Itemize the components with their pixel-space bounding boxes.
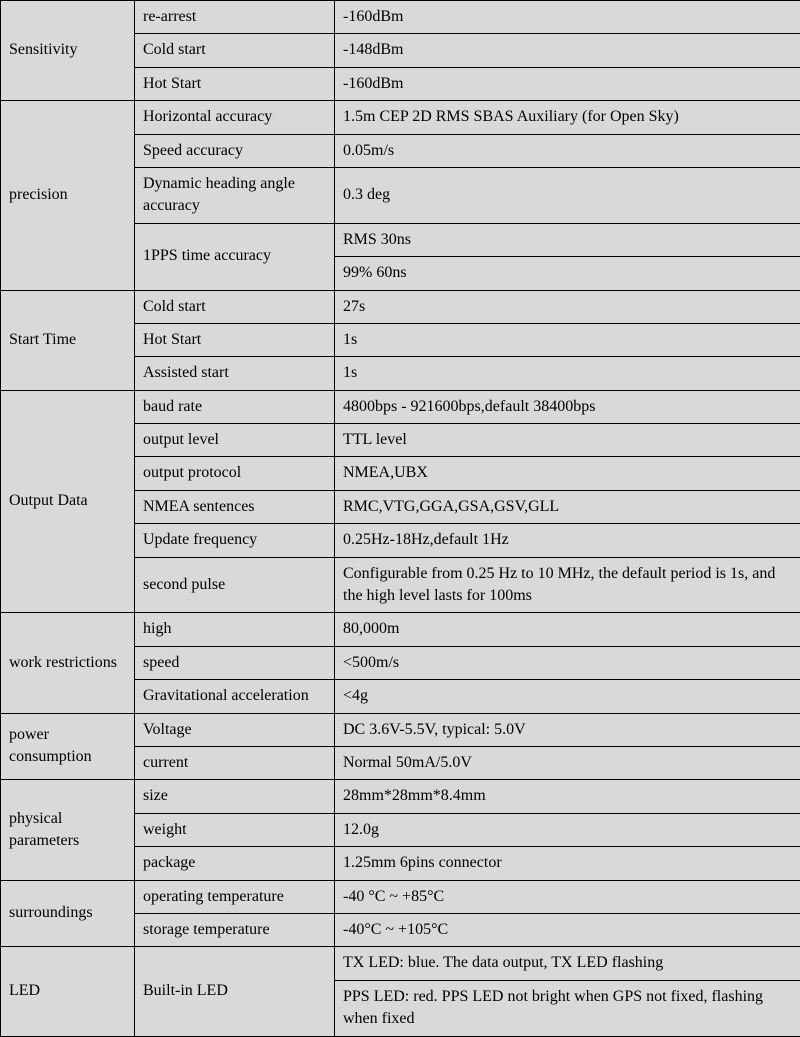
value-cell: 4800bps - 921600bps,default 38400bps: [335, 390, 800, 423]
value-cell: 28mm*28mm*8.4mm: [335, 780, 800, 813]
value-cell: PPS LED: red. PPS LED not bright when GP…: [335, 980, 800, 1036]
param-cell: output level: [135, 424, 335, 457]
table-row: work restrictionshigh80,000m: [1, 613, 800, 646]
value-cell: 27s: [335, 290, 800, 323]
param-cell: NMEA sentences: [135, 490, 335, 523]
value-cell: -40°C ~ +105°C: [335, 913, 800, 946]
param-cell: Gravitational acceleration: [135, 680, 335, 713]
param-cell: Assisted start: [135, 357, 335, 390]
param-cell: Update frequency: [135, 524, 335, 557]
category-cell: power consumption: [1, 713, 135, 780]
spec-table: Sensitivityre-arrest-160dBmCold start-14…: [0, 0, 800, 1037]
value-cell: 0.05m/s: [335, 134, 800, 167]
param-cell: Horizontal accuracy: [135, 101, 335, 134]
value-cell: -148dBm: [335, 34, 800, 67]
param-cell: Cold start: [135, 34, 335, 67]
category-cell: precision: [1, 101, 135, 290]
param-cell: Voltage: [135, 713, 335, 746]
value-cell: TTL level: [335, 424, 800, 457]
category-cell: work restrictions: [1, 613, 135, 713]
param-cell: baud rate: [135, 390, 335, 423]
param-cell: package: [135, 847, 335, 880]
value-cell: 1.25mm 6pins connector: [335, 847, 800, 880]
param-cell: Speed accuracy: [135, 134, 335, 167]
param-cell: speed: [135, 646, 335, 679]
param-cell: size: [135, 780, 335, 813]
param-cell: weight: [135, 813, 335, 846]
table-row: LEDBuilt-in LEDTX LED: blue. The data ou…: [1, 947, 800, 980]
value-cell: -40 °C ~ +85°C: [335, 880, 800, 913]
value-cell: RMS 30ns: [335, 223, 800, 256]
category-cell: Start Time: [1, 290, 135, 390]
table-row: Output Databaud rate4800bps - 921600bps,…: [1, 390, 800, 423]
value-cell: 80,000m: [335, 613, 800, 646]
table-row: surroundingsoperating temperature-40 °C …: [1, 880, 800, 913]
param-cell: Dynamic heading angle accuracy: [135, 167, 335, 223]
param-cell: current: [135, 746, 335, 779]
param-cell: Cold start: [135, 290, 335, 323]
table-row: physical parameterssize28mm*28mm*8.4mm: [1, 780, 800, 813]
value-cell: 99% 60ns: [335, 257, 800, 290]
value-cell: -160dBm: [335, 1, 800, 34]
param-cell: re-arrest: [135, 1, 335, 34]
value-cell: 12.0g: [335, 813, 800, 846]
param-cell: output protocol: [135, 457, 335, 490]
category-cell: surroundings: [1, 880, 135, 947]
value-cell: 0.25Hz-18Hz,default 1Hz: [335, 524, 800, 557]
value-cell: <500m/s: [335, 646, 800, 679]
param-cell: second pulse: [135, 557, 335, 613]
param-cell: operating temperature: [135, 880, 335, 913]
value-cell: 0.3 deg: [335, 167, 800, 223]
value-cell: Normal 50mA/5.0V: [335, 746, 800, 779]
value-cell: RMC,VTG,GGA,GSA,GSV,GLL: [335, 490, 800, 523]
value-cell: TX LED: blue. The data output, TX LED fl…: [335, 947, 800, 980]
value-cell: 1s: [335, 357, 800, 390]
param-cell: storage temperature: [135, 913, 335, 946]
table-row: Sensitivityre-arrest-160dBm: [1, 1, 800, 34]
spec-table-body: Sensitivityre-arrest-160dBmCold start-14…: [1, 1, 800, 1037]
table-row: Start TimeCold start27s: [1, 290, 800, 323]
category-cell: Output Data: [1, 390, 135, 613]
value-cell: DC 3.6V-5.5V, typical: 5.0V: [335, 713, 800, 746]
value-cell: 1s: [335, 323, 800, 356]
param-cell: high: [135, 613, 335, 646]
param-cell: Hot Start: [135, 323, 335, 356]
value-cell: 1.5m CEP 2D RMS SBAS Auxiliary (for Open…: [335, 101, 800, 134]
param-cell: Built-in LED: [135, 947, 335, 1036]
category-cell: Sensitivity: [1, 1, 135, 101]
value-cell: <4g: [335, 680, 800, 713]
value-cell: Configurable from 0.25 Hz to 10 MHz, the…: [335, 557, 800, 613]
param-cell: 1PPS time accuracy: [135, 223, 335, 290]
value-cell: -160dBm: [335, 67, 800, 100]
param-cell: Hot Start: [135, 67, 335, 100]
value-cell: NMEA,UBX: [335, 457, 800, 490]
table-row: precisionHorizontal accuracy1.5m CEP 2D …: [1, 101, 800, 134]
category-cell: physical parameters: [1, 780, 135, 880]
table-row: power consumptionVoltageDC 3.6V-5.5V, ty…: [1, 713, 800, 746]
category-cell: LED: [1, 947, 135, 1036]
